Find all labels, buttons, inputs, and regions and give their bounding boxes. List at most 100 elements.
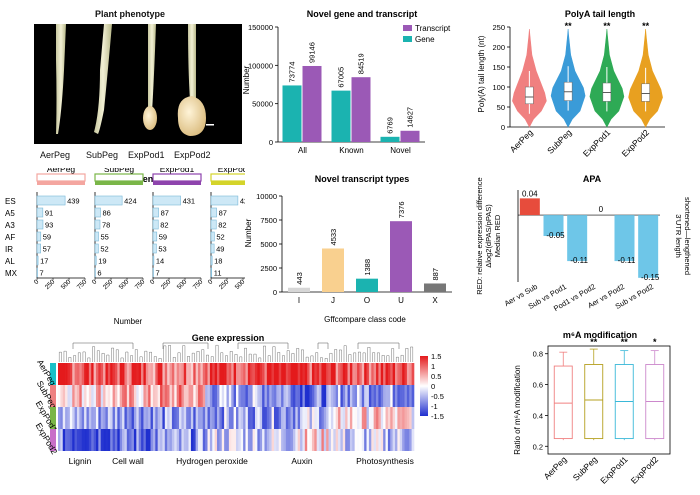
heatmap-cell xyxy=(145,363,149,385)
types-chart: Novel transcript types Number Gffcompare… xyxy=(244,174,452,324)
heatmap-cell xyxy=(397,363,401,385)
heatmap-cell xyxy=(240,363,244,385)
heatmap-cell xyxy=(88,407,92,429)
heatmap-cell xyxy=(112,429,116,451)
as-xtick-label: 750 xyxy=(76,278,89,291)
apa-right-label: shortened—lengthened xyxy=(683,197,692,275)
heatmap-cell xyxy=(281,385,284,407)
as-bar-label: 6 xyxy=(97,269,101,278)
heatmap-cell xyxy=(58,429,61,451)
heatmap-cell xyxy=(183,363,187,385)
heatmap-cell xyxy=(198,429,201,451)
heatmap-cell xyxy=(124,429,128,451)
heatmap-cell xyxy=(162,363,166,385)
heatmap-cell xyxy=(183,407,187,429)
heatmap-cell xyxy=(221,429,225,451)
heatmap-cell xyxy=(333,363,336,385)
heatmap-cell xyxy=(281,429,284,451)
heatmap-cell xyxy=(98,429,102,451)
heatmap-cell xyxy=(335,363,339,385)
heatmap-cell xyxy=(266,363,270,385)
heatmap-cell xyxy=(354,407,358,429)
heatmap-cell xyxy=(183,429,187,451)
heatmap-cell xyxy=(205,429,208,451)
apa-ylabel: RED: relative expression difference xyxy=(475,177,484,294)
heatmap-cell xyxy=(354,429,358,451)
novel-bar-transcript xyxy=(400,130,420,142)
heatmap-dendro xyxy=(315,352,319,362)
heatmap-cell xyxy=(349,407,353,429)
novel-bar-label: 99146 xyxy=(308,42,317,63)
heatmap-cell xyxy=(262,429,265,451)
heatmap-cell xyxy=(226,407,230,429)
heatmap-cell xyxy=(129,385,132,407)
heatmap-cell xyxy=(409,429,412,451)
heatmap-cell xyxy=(383,407,386,429)
heatmap-cell xyxy=(152,407,156,429)
heatmap-cell xyxy=(347,407,351,429)
heatmap-cell xyxy=(124,407,128,429)
heatmap-cell xyxy=(404,429,408,451)
heatmap-cell xyxy=(376,385,379,407)
novel-category-label: Known xyxy=(339,146,363,155)
heatmap-cell xyxy=(323,429,327,451)
heatmap-cell xyxy=(133,429,137,451)
heatmap-cell xyxy=(323,363,327,385)
heatmap-cell xyxy=(160,407,163,429)
heatmap-dendro xyxy=(282,355,285,362)
heatmap-cell xyxy=(240,429,244,451)
heatmap-cell xyxy=(136,407,139,429)
as-group-label: ExpPod2 xyxy=(218,168,245,174)
heatmap-cell xyxy=(252,407,256,429)
heatmap-cell xyxy=(257,407,261,429)
as-group-header xyxy=(152,173,202,182)
heatmap-cell xyxy=(74,385,78,407)
heatmap-cell xyxy=(174,407,177,429)
heatmap-cell xyxy=(143,429,147,451)
m6a-title: m⁶A modification xyxy=(563,330,637,340)
heatmap-cell xyxy=(112,385,116,407)
novel-bar-label: 84519 xyxy=(357,53,366,74)
heatmap-cell xyxy=(76,429,80,451)
heatmap-cell xyxy=(378,363,382,385)
heatmap-cell xyxy=(285,407,289,429)
apa-bar xyxy=(614,215,635,262)
heatmap-cell xyxy=(74,363,78,385)
heatmap-dendro xyxy=(253,353,257,362)
heatmap-module-label: Photosynthesis xyxy=(356,456,414,466)
heatmap-cell xyxy=(245,429,249,451)
heatmap-cell xyxy=(179,407,182,429)
heatmap-dendro xyxy=(234,354,238,362)
as-type-label: AF xyxy=(5,233,15,242)
heatmap-cell xyxy=(342,385,346,407)
types-category-label: U xyxy=(398,296,404,305)
heatmap-cell xyxy=(359,385,363,407)
as-bar-label: 431 xyxy=(183,197,196,206)
heatmap-dendro xyxy=(348,354,352,362)
heatmap-dendro xyxy=(263,345,266,362)
heatmap-dendro xyxy=(149,351,152,362)
heatmap-dendro xyxy=(372,352,376,362)
heatmap-cell xyxy=(395,385,398,407)
heatmap-cell xyxy=(212,407,215,429)
heatmap-cell xyxy=(152,385,156,407)
heatmap-cell xyxy=(91,363,94,385)
heatmap-cell xyxy=(205,385,208,407)
heatmap-cell xyxy=(345,385,348,407)
heatmap-cell xyxy=(257,429,261,451)
heatmap-cell xyxy=(335,407,339,429)
heatmap-cell xyxy=(207,385,211,407)
heatmap-cell xyxy=(264,429,268,451)
as-bar xyxy=(36,219,44,230)
heatmap-cell xyxy=(193,407,196,429)
heatmap-cell xyxy=(143,385,147,407)
heatmap-dendro xyxy=(106,354,110,362)
heatmap-cell xyxy=(67,363,71,385)
heatmap-cell xyxy=(155,429,158,451)
heatmap-cell xyxy=(368,385,372,407)
heatmap-cell xyxy=(281,407,284,429)
heatmap-cell xyxy=(406,363,410,385)
heatmap-cell xyxy=(148,407,151,429)
heatmap-dendro xyxy=(96,350,100,362)
heatmap-cell xyxy=(107,429,111,451)
